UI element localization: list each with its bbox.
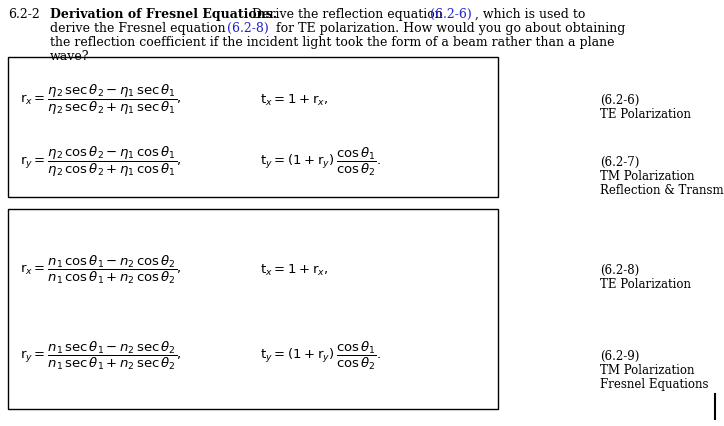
Text: $\mathrm{t}_y = (1 + \mathrm{r}_y)\,\dfrac{\cos\theta_1}{\cos\theta_2}.$: $\mathrm{t}_y = (1 + \mathrm{r}_y)\,\dfr… (260, 339, 382, 371)
Text: (6.2-7): (6.2-7) (600, 155, 639, 169)
Text: $\mathrm{t}_y = (1 + \mathrm{r}_y)\,\dfrac{\cos\theta_1}{\cos\theta_2}.$: $\mathrm{t}_y = (1 + \mathrm{r}_y)\,\dfr… (260, 146, 382, 178)
Text: 6.2-2: 6.2-2 (8, 8, 40, 21)
Text: for TE polarization. How would you go about obtaining: for TE polarization. How would you go ab… (272, 22, 626, 35)
Text: (6.2-6): (6.2-6) (430, 8, 472, 21)
Text: , which is used to: , which is used to (475, 8, 586, 21)
Text: $\mathrm{t}_x = 1 + \mathrm{r}_x,$: $\mathrm{t}_x = 1 + \mathrm{r}_x,$ (260, 92, 329, 107)
Text: (6.2-6): (6.2-6) (600, 94, 639, 107)
Text: wave?: wave? (50, 50, 90, 63)
Text: derive the Fresnel equation: derive the Fresnel equation (50, 22, 230, 35)
Text: Derive the reflection equation: Derive the reflection equation (248, 8, 447, 21)
Bar (8, 58, 498, 198)
Text: (6.2-9): (6.2-9) (600, 349, 639, 362)
Text: $\mathrm{t}_x = 1 + \mathrm{r}_x,$: $\mathrm{t}_x = 1 + \mathrm{r}_x,$ (260, 262, 329, 277)
Text: Fresnel Equations: Fresnel Equations (600, 377, 709, 390)
Text: TM Polarization: TM Polarization (600, 170, 694, 183)
Text: TE Polarization: TE Polarization (600, 277, 691, 290)
Text: the reflection coefficient if the incident light took the form of a beam rather : the reflection coefficient if the incide… (50, 36, 615, 49)
Text: $\mathrm{r}_y = \dfrac{n_1\,\mathrm{sec}\,\theta_1 - n_2\,\mathrm{sec}\,\theta_2: $\mathrm{r}_y = \dfrac{n_1\,\mathrm{sec}… (20, 339, 182, 371)
Text: $\mathrm{r}_y = \dfrac{\eta_2\,\cos\theta_2 - \eta_1\,\cos\theta_1}{\eta_2\,\cos: $\mathrm{r}_y = \dfrac{\eta_2\,\cos\thet… (20, 144, 182, 178)
Text: (6.2-8): (6.2-8) (600, 263, 639, 276)
Text: $\mathrm{r}_x = \dfrac{n_1\,\cos\theta_1 - n_2\,\cos\theta_2}{n_1\,\cos\theta_1 : $\mathrm{r}_x = \dfrac{n_1\,\cos\theta_1… (20, 253, 182, 285)
Bar (8, 210, 498, 409)
Text: (6.2-8): (6.2-8) (227, 22, 269, 35)
Text: $\mathrm{r}_x = \dfrac{\eta_2\,\mathrm{sec}\,\theta_2 - \eta_1\,\mathrm{sec}\,\t: $\mathrm{r}_x = \dfrac{\eta_2\,\mathrm{s… (20, 83, 182, 117)
Text: Reflection & Transmission: Reflection & Transmission (600, 184, 724, 196)
Text: TM Polarization: TM Polarization (600, 363, 694, 376)
Text: TE Polarization: TE Polarization (600, 108, 691, 121)
Text: Derivation of Fresnel Equations.: Derivation of Fresnel Equations. (50, 8, 277, 21)
